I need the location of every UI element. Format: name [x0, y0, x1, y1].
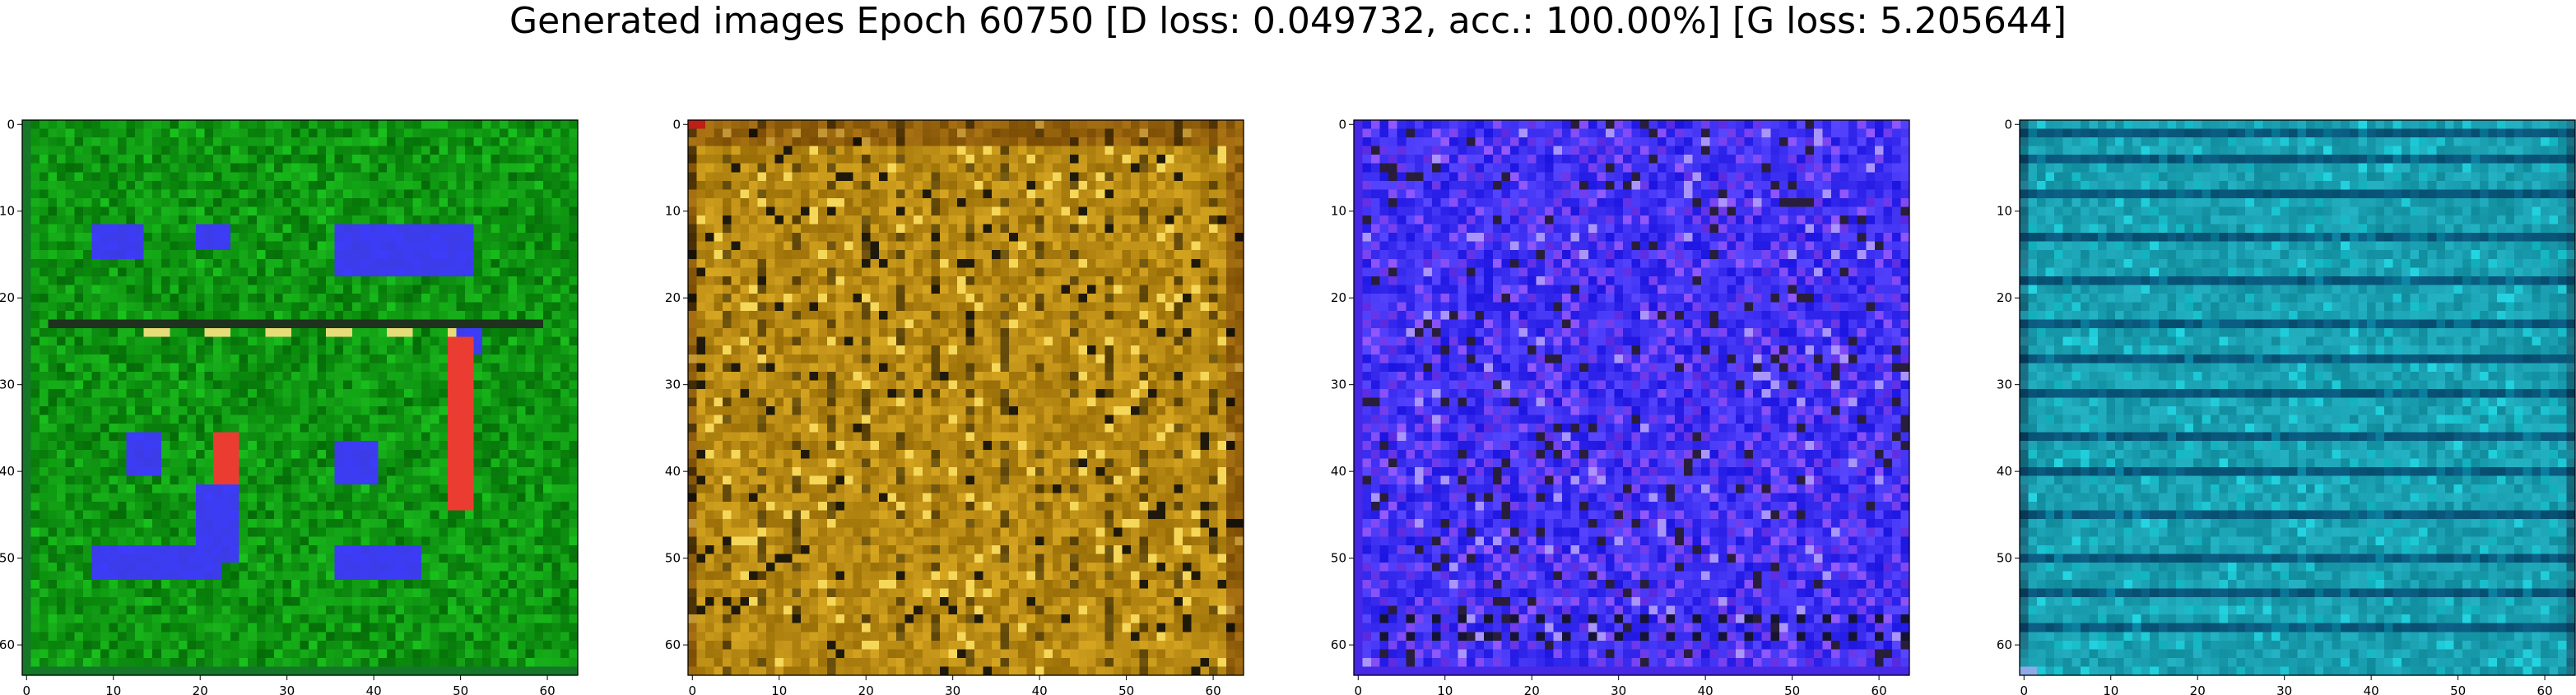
y-tick-label: 20: [1331, 290, 1346, 305]
x-tick-label: 40: [1698, 683, 1713, 695]
y-tick-label: 40: [0, 464, 15, 479]
x-tick-label: 0: [23, 683, 31, 695]
x-tick-label: 40: [1032, 683, 1048, 695]
generated-image-pixels: [2020, 120, 2576, 676]
y-tick-label: 60: [665, 637, 681, 652]
x-tick-label: 10: [105, 683, 121, 695]
y-tick-label: 0: [2004, 117, 2012, 132]
x-tick-label: 10: [771, 683, 787, 695]
axes-frame: [21, 119, 579, 676]
x-tick-label: 10: [2103, 683, 2118, 695]
generated-image-pixels: [1354, 120, 1910, 676]
y-tick-label: 40: [1331, 464, 1346, 479]
y-tick-label: 10: [0, 204, 15, 219]
x-tick-label: 0: [2020, 683, 2029, 695]
y-tick-label: 50: [0, 551, 15, 566]
y-tick-label: 30: [0, 378, 15, 392]
axes-frame: [2019, 119, 2576, 676]
y-tick-label: 10: [1331, 204, 1346, 219]
y-tick-label: 50: [665, 551, 681, 566]
x-tick-label: 20: [858, 683, 874, 695]
y-tick-label: 40: [1997, 464, 2012, 479]
x-tick-label: 50: [453, 683, 468, 695]
y-tick-label: 40: [665, 464, 681, 479]
y-tick-label: 50: [1997, 551, 2012, 566]
generated-image-pixels: [22, 120, 579, 676]
y-tick-label: 60: [0, 637, 15, 652]
x-tick-label: 20: [193, 683, 208, 695]
image-panel-3: 0 10 20 30 40 50 60 0 10 20 30 40 50 60: [1331, 117, 1910, 695]
x-tick-label: 20: [1524, 683, 1540, 695]
figure-title: Generated images Epoch 60750 [D loss: 0.…: [509, 0, 2067, 42]
axes-frame: [687, 119, 1244, 676]
x-tick-label: 60: [2537, 683, 2553, 695]
x-tick-label: 10: [1437, 683, 1453, 695]
x-tick-label: 60: [1206, 683, 1221, 695]
generated-image-pixels: [688, 120, 1244, 676]
y-tick-label: 10: [1997, 204, 2012, 219]
x-tick-label: 50: [1784, 683, 1800, 695]
image-panel-2: 0 10 20 30 40 50 60 0 10 20 30 40 50 60: [665, 117, 1244, 695]
image-panel-4: 0 10 20 30 40 50 60 0 10 20 30 40 50 60: [1997, 117, 2576, 695]
y-tick-label: 20: [0, 290, 15, 305]
x-tick-label: 60: [1872, 683, 1887, 695]
y-tick-label: 30: [1997, 378, 2012, 392]
y-tick-label: 0: [7, 117, 15, 132]
x-tick-label: 40: [2364, 683, 2379, 695]
x-tick-label: 50: [2450, 683, 2466, 695]
x-tick-label: 0: [1355, 683, 1363, 695]
y-tick-label: 60: [1331, 637, 1346, 652]
y-tick-label: 20: [665, 290, 681, 305]
x-tick-label: 40: [366, 683, 382, 695]
x-tick-label: 20: [2190, 683, 2206, 695]
y-tick-label: 10: [665, 204, 681, 219]
y-tick-label: 30: [665, 378, 681, 392]
x-tick-label: 60: [540, 683, 556, 695]
x-tick-label: 30: [945, 683, 960, 695]
x-tick-label: 30: [1611, 683, 1626, 695]
y-tick-label: 60: [1997, 637, 2012, 652]
y-tick-label: 20: [1997, 290, 2012, 305]
y-tick-label: 0: [1338, 117, 1346, 132]
x-tick-label: 0: [689, 683, 697, 695]
y-tick-label: 0: [672, 117, 681, 132]
image-panel-1: 0 10 20 30 40 50 60 0 10 20 30 40 50 60: [0, 117, 579, 695]
y-tick-label: 50: [1331, 551, 1346, 566]
axes-frame: [1353, 119, 1910, 676]
x-tick-label: 30: [279, 683, 295, 695]
x-tick-label: 30: [2276, 683, 2292, 695]
x-tick-label: 50: [1118, 683, 1134, 695]
y-tick-label: 30: [1331, 378, 1346, 392]
